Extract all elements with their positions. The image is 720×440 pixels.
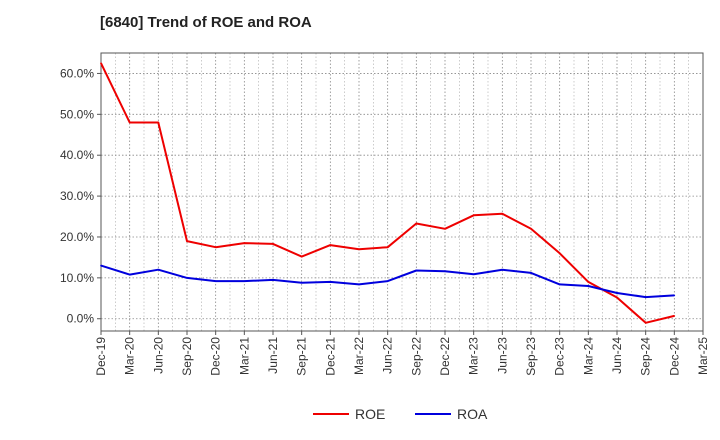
x-tick-label: Dec-24 [667,337,681,376]
y-tick-label: 60.0% [60,66,94,80]
x-tick-label: Dec-23 [553,337,567,376]
data-point-roe [558,252,561,255]
data-point-roe [644,322,647,324]
data-point-roa [558,283,561,286]
data-point-roa [157,268,160,271]
y-tick-label: 20.0% [60,230,94,244]
y-tick-label: 10.0% [60,271,94,285]
data-point-roe [444,227,446,230]
legend-label-roe: ROE [355,406,385,422]
y-tick-label: 30.0% [60,189,94,203]
x-tick-label: Dec-22 [438,337,452,376]
chart-title: [6840] Trend of ROE and ROA [100,14,312,31]
x-tick-label: Mar-25 [696,337,710,375]
data-point-roe [587,281,590,283]
data-point-roe [300,255,303,258]
data-point-roa [300,281,303,284]
data-point-roa [128,273,131,276]
grid [100,53,704,331]
data-point-roa [100,264,102,267]
data-point-roe [386,246,389,248]
data-point-roe [472,214,475,217]
data-point-roe [214,246,217,248]
data-point-roe [243,242,246,244]
x-tick-label: Sep-20 [180,337,194,376]
data-point-roa [415,269,418,272]
x-axis-ticks: Dec-19 Mar-20 Jun-20 Sep-20 Dec-20 Mar-21 Jun-… [94,331,710,376]
x-tick-label: Mar-22 [352,337,366,375]
y-axis-ticks: 0.0% 10.0% 20.0% 30.0% 40.0% 50.0% 60.0% [60,66,101,326]
y-tick-label: 50.0% [60,107,94,121]
data-point-roa [587,285,590,287]
data-point-roa [243,280,246,282]
data-point-roa [444,270,446,273]
data-point-roa [673,294,676,297]
x-tick-label: Jun-23 [495,337,509,374]
legend: ROE ROA [313,406,488,422]
data-point-roe [501,212,504,215]
x-tick-label: Dec-21 [323,337,337,376]
data-point-roa [616,292,618,294]
data-point-roa [472,273,475,275]
plot-frame [100,52,704,332]
data-point-roa [644,296,647,298]
data-point-roa [530,272,532,274]
data-point-roe [329,244,332,246]
x-tick-label: Jun-22 [381,337,395,374]
legend-label-roa: ROA [457,406,488,422]
data-point-roa [386,280,389,282]
y-tick-label: 0.0% [67,312,95,326]
data-point-roa [272,279,274,281]
data-point-roe [415,222,418,225]
x-tick-label: Dec-20 [209,337,223,376]
data-point-roe [157,121,160,124]
x-tick-label: Dec-19 [94,337,108,376]
x-tick-label: Jun-21 [266,337,280,374]
x-tick-label: Sep-24 [639,337,653,376]
y-tick-label: 40.0% [60,148,94,162]
data-point-roe [358,248,360,251]
data-point-roa [329,281,332,283]
x-tick-label: Sep-22 [409,337,423,376]
x-tick-label: Jun-24 [610,337,624,374]
x-tick-label: Sep-21 [295,337,309,376]
x-tick-label: Mar-23 [467,337,481,375]
data-point-roa [358,283,360,286]
data-point-roe [673,315,676,317]
data-point-roe [100,62,102,65]
data-point-roa [501,268,504,271]
x-tick-label: Jun-20 [151,337,165,374]
data-point-roe [616,296,618,299]
data-point-roe [128,121,131,124]
data-point-roa [186,277,188,279]
x-tick-label: Mar-21 [237,337,251,375]
x-tick-label: Sep-23 [524,337,538,376]
series-layer [100,62,676,324]
data-point-roe [272,243,274,245]
data-point-roa [214,280,217,282]
data-point-roe [186,240,188,242]
data-point-roe [530,227,532,230]
x-tick-label: Mar-24 [581,337,595,375]
x-tick-label: Mar-20 [123,337,137,375]
